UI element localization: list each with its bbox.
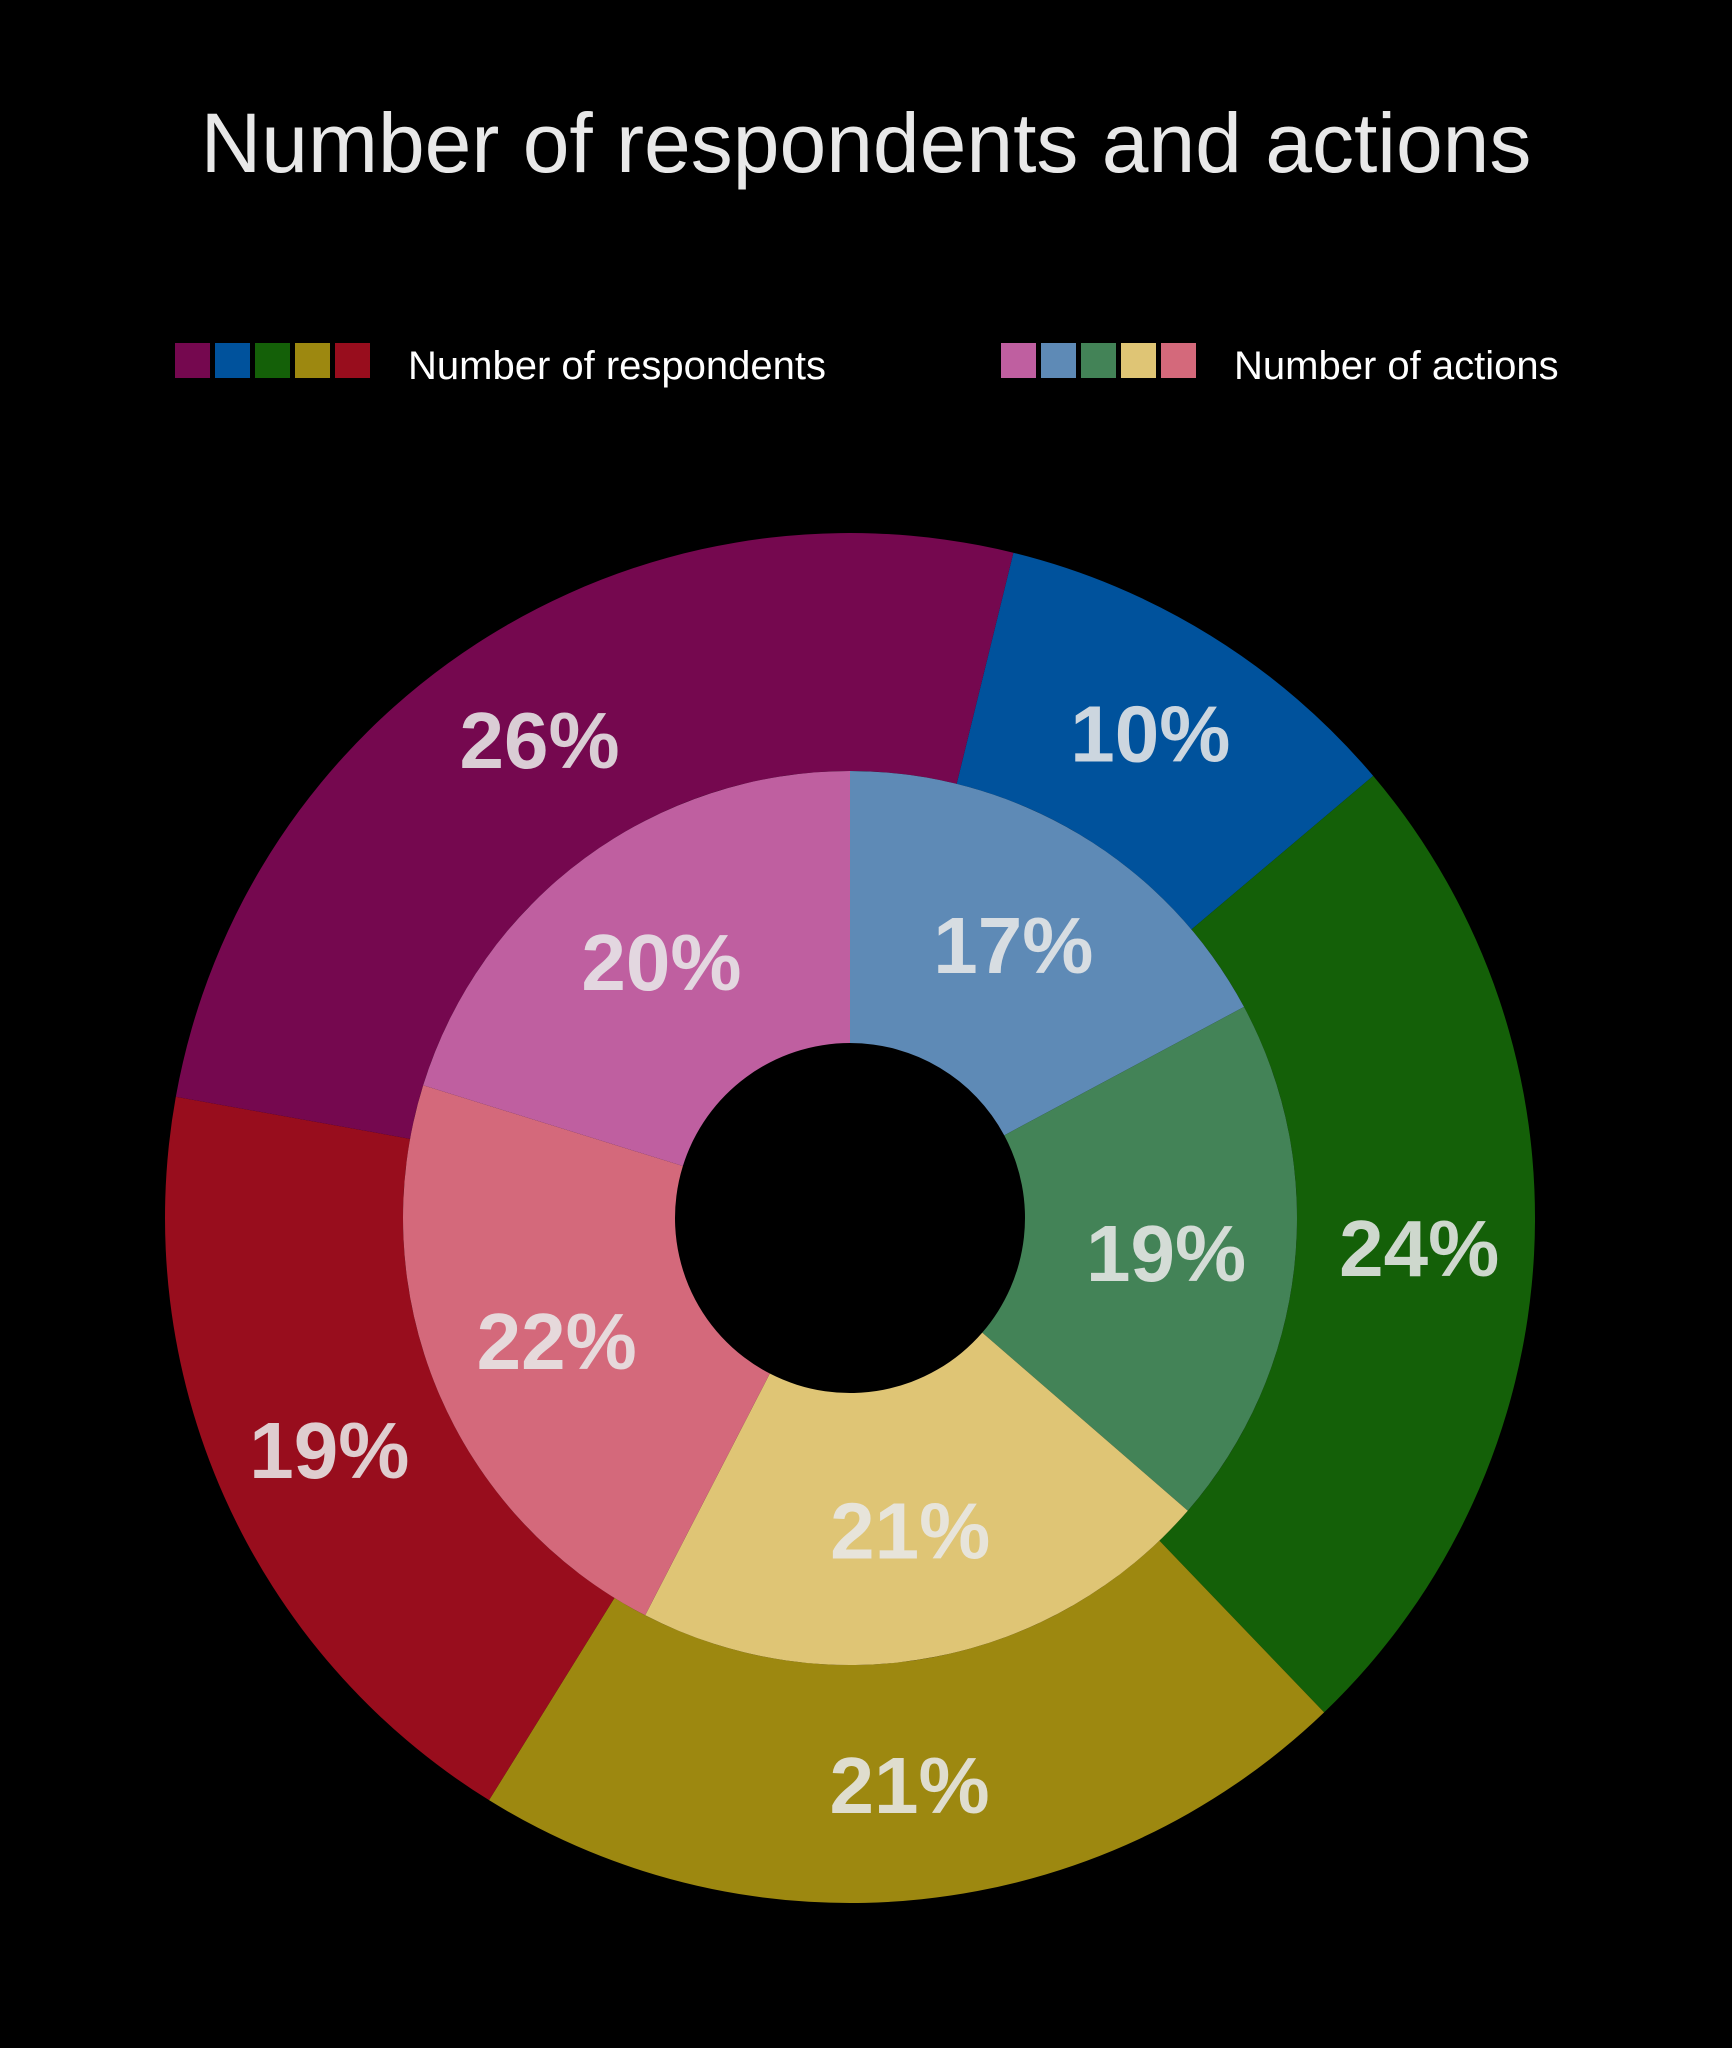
- outer-slice-label-1: 10%: [1070, 690, 1230, 779]
- legend-swatch-actions-4: [1121, 343, 1156, 378]
- legend-swatch-actions-2: [1041, 343, 1076, 378]
- inner-slice-label-2: 19%: [1086, 1209, 1246, 1298]
- inner-slice-5: [423, 771, 850, 1167]
- outer-slice-label-5: 26%: [459, 696, 619, 785]
- legend-swatches-respondents: [175, 343, 370, 378]
- outer-slice-label-4: 19%: [249, 1406, 409, 1495]
- outer-ring-respondents: [165, 533, 1535, 1903]
- legend-swatch-actions-5: [1161, 343, 1196, 378]
- chart-title: Number of respondents and actions: [201, 96, 1532, 190]
- slice-labels: 10% 24% 21% 19% 26% 17% 19% 21% 22% 20%: [249, 690, 1499, 1830]
- outer-slice-label-3: 21%: [830, 1741, 990, 1830]
- legend-label-respondents: Number of respondents: [408, 344, 826, 388]
- legend-swatch-respondents-5: [335, 343, 370, 378]
- legend-swatch-actions-1: [1001, 343, 1036, 378]
- inner-slice-2: [982, 1006, 1297, 1511]
- legend-label-actions: Number of actions: [1234, 344, 1559, 388]
- inner-slice-1: [850, 771, 1245, 1136]
- inner-slice-label-4: 22%: [477, 1297, 637, 1386]
- outer-slice-2: [1159, 775, 1535, 1713]
- outer-slice-3: [489, 1540, 1325, 1903]
- inner-slice-3: [645, 1332, 1188, 1665]
- legend-swatch-actions-3: [1081, 343, 1116, 378]
- outer-slice-label-2: 24%: [1339, 1204, 1499, 1293]
- outer-slice-5: [175, 533, 1014, 1139]
- legend-swatch-respondents-3: [255, 343, 290, 378]
- legend-swatch-respondents-2: [215, 343, 250, 378]
- legend-swatches-actions: [1001, 343, 1196, 378]
- inner-slice-label-3: 21%: [830, 1486, 990, 1575]
- legend-swatch-respondents-4: [295, 343, 330, 378]
- inner-slice-label-5: 20%: [581, 918, 741, 1007]
- legend-swatch-respondents-1: [175, 343, 210, 378]
- inner-slice-label-1: 17%: [933, 901, 1093, 990]
- inner-slice-4: [402, 1085, 770, 1616]
- legend: Number of respondents Number of actions: [175, 343, 1559, 388]
- inner-ring-actions: [402, 771, 1297, 1665]
- outer-slice-1: [956, 552, 1374, 930]
- outer-slice-4: [165, 1096, 615, 1801]
